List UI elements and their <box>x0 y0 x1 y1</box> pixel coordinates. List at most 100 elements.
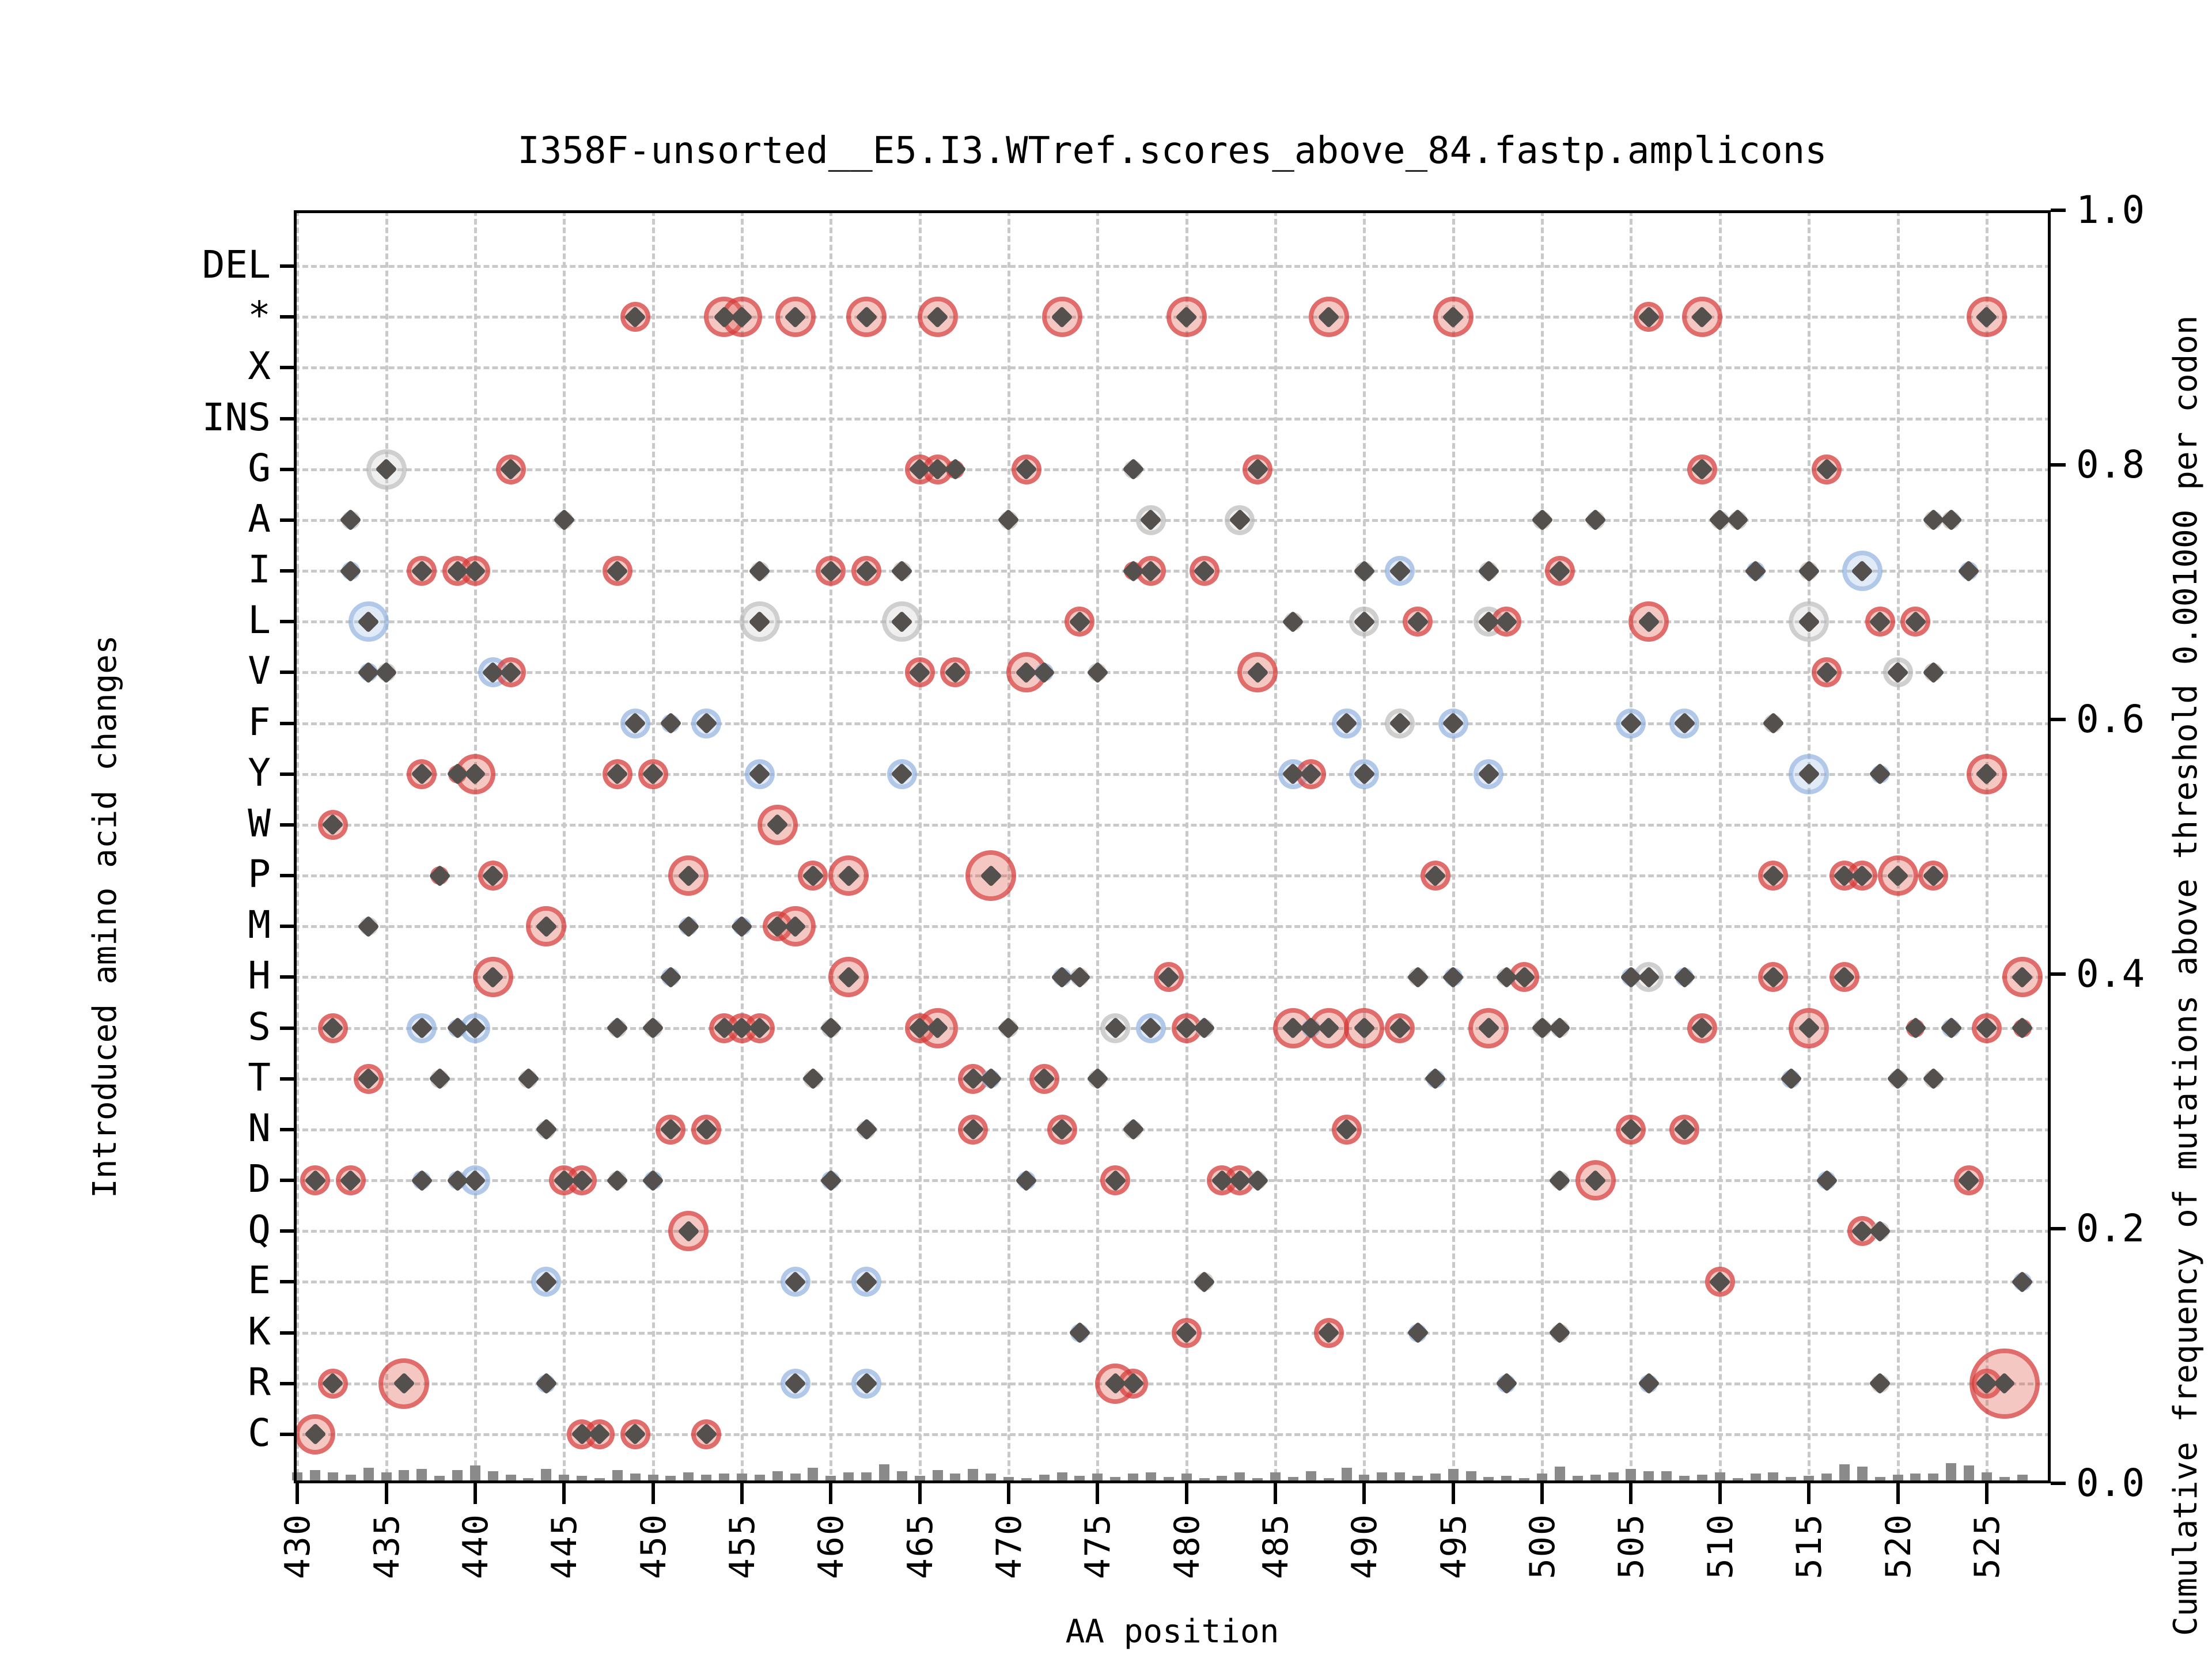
codon-frequency-bar <box>1910 1474 1921 1480</box>
row-gridline <box>294 1179 2051 1183</box>
y-tick-label: G <box>248 445 271 490</box>
codon-frequency-bar <box>1572 1476 1583 1480</box>
x-tick-label: 440 <box>455 1513 496 1580</box>
scatter-point-marker <box>1282 611 1304 633</box>
row-gridline <box>294 925 2051 929</box>
codon-frequency-bar <box>1928 1474 1939 1480</box>
scatter-point-halo <box>668 855 709 896</box>
scatter-point-marker <box>1548 1017 1571 1039</box>
scatter-point-halo <box>1628 601 1669 642</box>
scatter-point-marker <box>1122 1118 1145 1141</box>
x-tick <box>1451 1483 1455 1504</box>
codon-frequency-bar <box>434 1476 445 1480</box>
y-tick <box>280 823 294 827</box>
scatter-point-halo <box>1842 551 1883 592</box>
y-tick-label: C <box>248 1410 271 1455</box>
scatter-point-marker <box>855 1118 878 1141</box>
scatter-point-marker <box>429 864 451 887</box>
scatter-point-marker <box>1495 1372 1518 1395</box>
scatter-point-marker <box>1940 509 1963 531</box>
scatter-point-marker <box>357 915 380 938</box>
codon-frequency-bar <box>1056 1472 1067 1480</box>
y-tick <box>280 1381 294 1385</box>
codon-frequency-bar <box>1874 1477 1885 1480</box>
x-tick-label: 445 <box>544 1513 585 1580</box>
y-tick <box>280 620 294 624</box>
codon-frequency-bar <box>1252 1478 1263 1480</box>
y-tick <box>280 1077 294 1081</box>
codon-frequency-bar <box>950 1474 961 1480</box>
row-gridline <box>294 417 2051 421</box>
col-gridline <box>385 210 388 1483</box>
scatter-point-marker <box>730 915 753 938</box>
scatter-point-marker <box>660 712 682 734</box>
codon-frequency-bar <box>1323 1478 1334 1480</box>
x-tick <box>1718 1483 1722 1504</box>
codon-frequency-bar <box>986 1474 997 1480</box>
codon-frequency-bar <box>825 1476 836 1480</box>
scatter-point-marker <box>1086 1067 1109 1090</box>
scatter-point-marker <box>1406 1321 1429 1344</box>
codon-frequency-bar <box>1199 1478 1210 1480</box>
y-tick <box>280 416 294 421</box>
codon-frequency-bar <box>1821 1474 1832 1480</box>
x-tick-label: 455 <box>722 1513 763 1580</box>
y-tick <box>280 1127 294 1131</box>
col-gridline <box>563 210 566 1483</box>
scatter-point-halo <box>526 906 567 947</box>
y-tick-label: F <box>248 699 271 744</box>
codon-frequency-bar <box>452 1470 463 1480</box>
y-axis-label-right: Cumulative frequency of mutations above … <box>2167 315 2205 1636</box>
y-tick <box>280 1026 294 1030</box>
scatter-point-marker <box>997 509 1020 531</box>
scatter-point-marker <box>1726 509 1749 531</box>
codon-frequency-bar <box>1999 1477 2010 1480</box>
x-tick-label: 495 <box>1433 1513 1474 1580</box>
right-tick-label: 0.0 <box>2076 1461 2145 1505</box>
codon-frequency-bar <box>1643 1471 1654 1480</box>
x-tick <box>1896 1483 1900 1504</box>
codon-frequency-bar <box>1377 1472 1388 1480</box>
y-tick <box>280 874 294 878</box>
scatter-point-marker <box>1904 1017 1927 1039</box>
chart-title: I358F-unsorted__E5.I3.WTref.scores_above… <box>517 130 1827 172</box>
codon-frequency-bar <box>1128 1474 1139 1480</box>
x-tick-label: 450 <box>633 1513 674 1580</box>
scatter-point-marker <box>535 1372 558 1395</box>
scatter-point-marker <box>1673 966 1696 988</box>
scatter-point-marker <box>1086 661 1109 684</box>
y-tick-label: T <box>248 1055 271 1100</box>
codon-frequency-bar <box>1092 1474 1103 1480</box>
x-tick-label: 430 <box>278 1513 319 1580</box>
scatter-point-marker <box>891 559 913 582</box>
y-tick <box>280 1331 294 1335</box>
codon-frequency-bar <box>1963 1465 1974 1480</box>
y-tick <box>280 315 294 319</box>
x-tick-label: 510 <box>1700 1513 1741 1580</box>
codon-frequency-bar <box>1003 1477 1014 1480</box>
right-tick-label: 1.0 <box>2076 188 2145 232</box>
col-gridline <box>830 210 833 1483</box>
codon-frequency-bar <box>1786 1477 1797 1480</box>
scatter-point-marker <box>1815 1169 1838 1192</box>
scatter-point-marker <box>411 1169 433 1192</box>
codon-frequency-bar <box>665 1476 676 1480</box>
x-tick <box>1184 1483 1188 1504</box>
y-tick-label: * <box>248 293 271 338</box>
col-gridline <box>1007 210 1010 1483</box>
codon-frequency-bar <box>808 1468 819 1480</box>
codon-frequency-bar <box>1430 1474 1441 1480</box>
row-gridline <box>294 1230 2051 1233</box>
row-gridline <box>294 518 2051 522</box>
col-gridline <box>296 210 300 1483</box>
x-axis-label: AA position <box>1065 1613 1279 1650</box>
scatter-point-halo <box>295 1414 336 1455</box>
col-gridline <box>652 210 655 1483</box>
scatter-point-halo <box>366 449 407 490</box>
x-tick-label: 500 <box>1522 1513 1563 1580</box>
col-gridline <box>1452 210 1455 1483</box>
plot-frame <box>294 210 2051 1483</box>
codon-frequency-bar <box>1217 1476 1228 1480</box>
scatter-point-marker <box>1869 763 1891 785</box>
